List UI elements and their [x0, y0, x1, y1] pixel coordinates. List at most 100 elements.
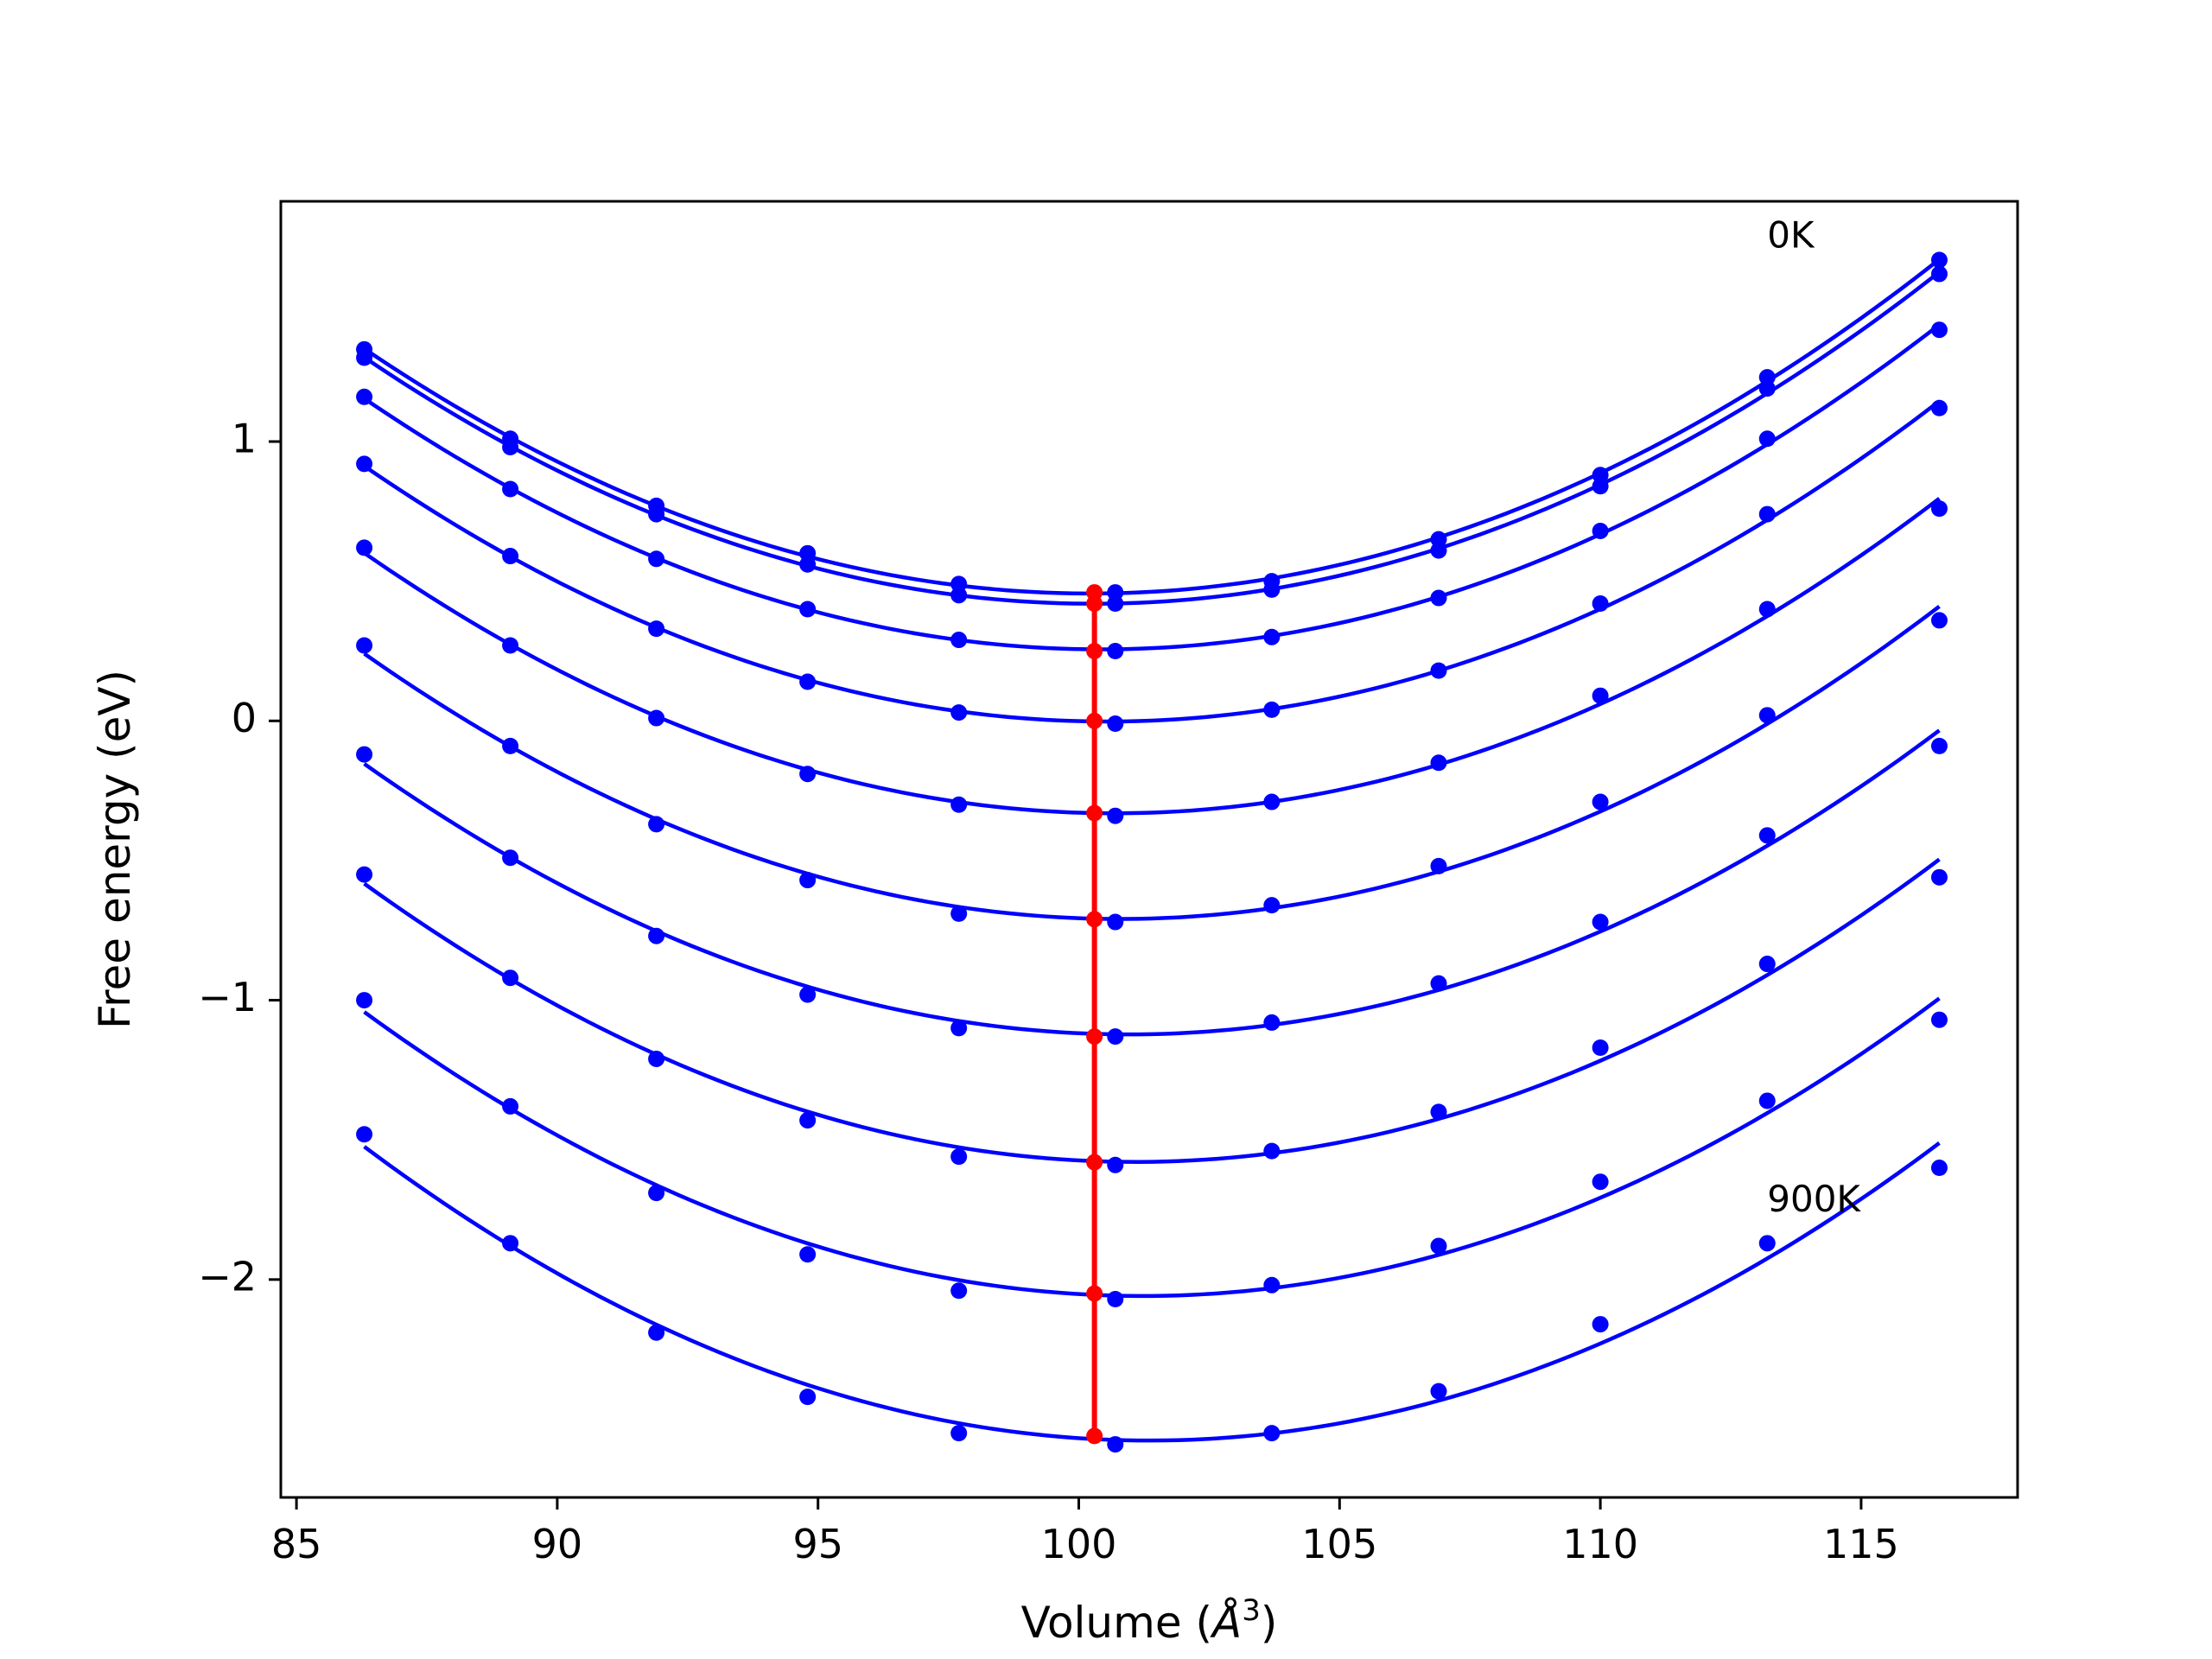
data-point [1263, 897, 1281, 914]
x-tick-label: 85 [271, 1521, 322, 1567]
minimum-point [1086, 1427, 1103, 1445]
data-point [1107, 807, 1124, 824]
data-point [1930, 868, 1948, 886]
data-point [502, 480, 519, 498]
data-point [1592, 687, 1609, 704]
data-point [1107, 595, 1124, 613]
data-point [799, 673, 817, 690]
data-point [1758, 430, 1776, 448]
data-point [1430, 542, 1447, 559]
data-point [1430, 662, 1447, 679]
data-point [1758, 505, 1776, 523]
data-point [799, 1389, 817, 1406]
temperature-annotation: 0K [1767, 214, 1815, 257]
data-point [356, 866, 373, 883]
plot-area-frame [279, 200, 2019, 1499]
data-point [1930, 1011, 1948, 1028]
minima-layer [1086, 584, 1103, 1445]
data-point [356, 388, 373, 405]
series-2 [356, 265, 1948, 613]
data-point [950, 1425, 968, 1442]
temperature-annotation: 900K [1767, 1178, 1861, 1220]
series-4-fit-line [363, 399, 1941, 724]
data-point [799, 556, 817, 573]
data-point [1930, 399, 1948, 416]
minimum-point [1086, 911, 1103, 928]
data-point [1758, 380, 1776, 397]
data-point [1107, 1290, 1124, 1307]
data-point [1592, 1173, 1609, 1191]
minimum-point [1086, 1285, 1103, 1302]
data-point [648, 927, 665, 944]
series-1-fit-line [363, 257, 1941, 596]
data-point [1107, 913, 1124, 931]
x-axis-label: Volume (Å3) [1021, 1593, 1278, 1648]
data-point [1930, 1160, 1948, 1177]
data-point [356, 1126, 373, 1143]
data-point [1107, 642, 1124, 659]
data-point [502, 548, 519, 565]
data-point [648, 505, 665, 523]
series-10-fit-line [363, 1141, 1941, 1443]
data-point [1430, 1382, 1447, 1400]
series-5 [356, 497, 1948, 824]
data-point [648, 816, 665, 833]
x-axis-label-unit-symbol: Å [1210, 1598, 1242, 1648]
data-point [1263, 701, 1281, 718]
data-point [502, 849, 519, 867]
data-point [1430, 1103, 1447, 1121]
data-point [1263, 1425, 1281, 1442]
data-point [648, 550, 665, 568]
data-point [1263, 628, 1281, 645]
data-point [1930, 500, 1948, 518]
series-9 [356, 992, 1948, 1307]
x-tick-label: 95 [792, 1521, 843, 1567]
minimum-point [1086, 642, 1103, 659]
data-point [1930, 321, 1948, 339]
data-point [1107, 1156, 1124, 1173]
y-axis-label: Free energy (eV) [90, 670, 140, 1029]
data-point [502, 1235, 519, 1252]
series-3 [356, 321, 1948, 659]
data-point [950, 704, 968, 721]
data-point [356, 455, 373, 473]
data-point [356, 637, 373, 654]
minimum-point [1086, 595, 1103, 613]
data-point [1430, 975, 1447, 992]
data-point [502, 637, 519, 654]
data-point [950, 905, 968, 922]
series-7-fit-line [363, 728, 1941, 1037]
data-point [1930, 737, 1948, 754]
minimum-point [1086, 712, 1103, 729]
data-point [950, 1148, 968, 1166]
data-point [502, 737, 519, 754]
data-point [799, 1246, 817, 1263]
data-point [1592, 1039, 1609, 1057]
series-6-fit-line [363, 605, 1941, 921]
series-9-fit-line [363, 996, 1941, 1299]
y-tick-label: −2 [198, 1253, 257, 1300]
series-8-fit-line [363, 857, 1941, 1164]
data-point [648, 1324, 665, 1341]
data-point [502, 438, 519, 455]
x-tick-label: 115 [1823, 1521, 1899, 1567]
data-point [1758, 1235, 1776, 1252]
data-point [1758, 707, 1776, 724]
y-axis-ticks: −2 −1 0 1 [198, 416, 281, 1300]
data-point [1592, 793, 1609, 810]
data-point [950, 1020, 968, 1037]
x-tick-label: 100 [1041, 1521, 1117, 1567]
data-point [648, 709, 665, 727]
series-3-fit-line [363, 323, 1941, 652]
data-point [799, 766, 817, 783]
x-tick-label: 105 [1301, 1521, 1377, 1567]
data-point [950, 632, 968, 649]
data-point [356, 746, 373, 763]
series-2-fit-line [363, 270, 1941, 606]
y-tick-label: −1 [198, 974, 257, 1020]
series-6 [356, 605, 1948, 931]
annotation-layer: 0K 900K [1767, 214, 1861, 1220]
data-point [799, 986, 817, 1003]
data-point [950, 1282, 968, 1300]
x-tick-label: 110 [1562, 1521, 1638, 1567]
